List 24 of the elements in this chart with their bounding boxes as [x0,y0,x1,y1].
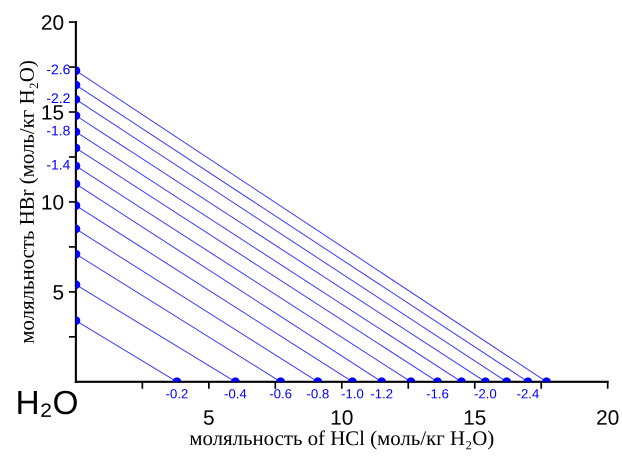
y-tick-label: 20 [42,15,64,30]
annotation: -1.4 [47,160,70,170]
x-tick-label: 10 [332,410,353,425]
x-tick-label: 20 [597,410,618,425]
text: H₂O [18,390,77,417]
annotation: -0.2 [166,389,188,398]
annotation: -0.6 [270,389,292,398]
annotation: -1.0 [342,389,364,398]
y-tick-label: 15 [42,105,64,120]
annotation: -2.0 [474,389,496,398]
x-tick-label: 5 [204,410,214,425]
annotation: -1.2 [370,389,392,398]
x-axis-title: моляльность of HCl (моль/кг H₂O) [190,430,494,450]
annotation: -0.4 [224,389,246,398]
annotation: -1.6 [426,389,448,398]
y-tick-label: 5 [53,285,64,300]
annotation: -2.6 [47,64,70,74]
y-tick-label: 10 [42,194,64,210]
annotation: -2.4 [517,389,539,398]
x-tick-label: 15 [464,410,486,425]
annotation: -2.2 [47,93,70,104]
annotation: -0.8 [307,389,329,398]
annotation: -1.8 [47,126,70,136]
y-axis-title: моляльность HBr (моль/кг H₂O) [19,61,38,344]
